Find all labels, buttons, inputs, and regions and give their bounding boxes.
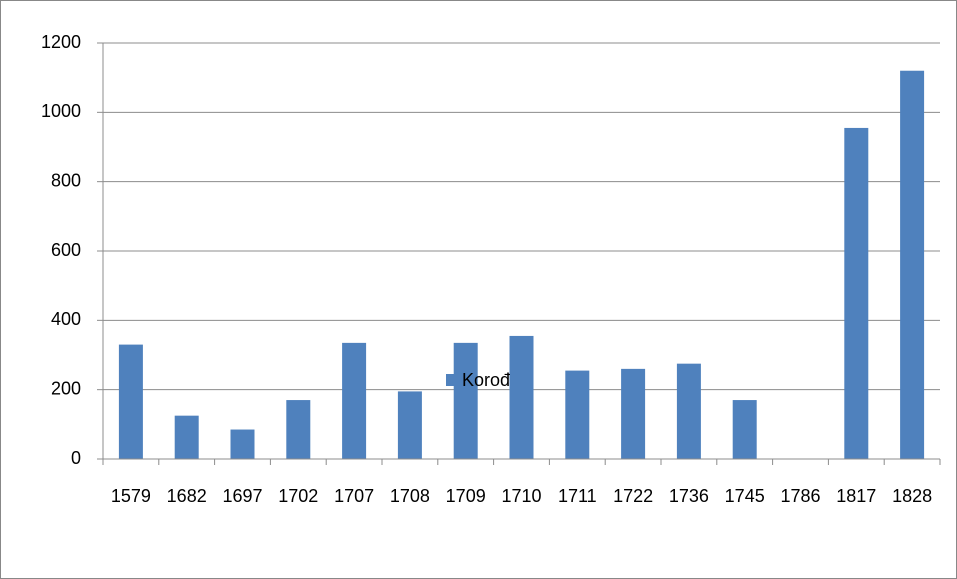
y-tick-label: 0	[71, 448, 81, 468]
y-tick-label: 1000	[41, 101, 81, 121]
x-tick-label: 1697	[222, 486, 262, 506]
bar	[118, 344, 143, 459]
bar	[509, 335, 534, 459]
bar	[230, 429, 255, 459]
bar	[342, 342, 367, 459]
x-tick-label: 1710	[501, 486, 541, 506]
x-tick-label: 1682	[167, 486, 207, 506]
x-tick-label: 1709	[446, 486, 486, 506]
y-tick-label: 1200	[41, 32, 81, 52]
x-tick-label: 1736	[669, 486, 709, 506]
bar	[676, 363, 701, 459]
x-tick-label: 1702	[278, 486, 318, 506]
y-tick-label: 800	[51, 170, 81, 190]
bar	[621, 368, 646, 459]
bar	[397, 391, 422, 459]
bar	[844, 127, 869, 459]
y-tick-label: 600	[51, 240, 81, 260]
y-tick-label: 200	[51, 378, 81, 398]
bar	[732, 400, 757, 459]
y-tick-label: 400	[51, 309, 81, 329]
x-tick-label: 1711	[558, 486, 597, 506]
x-tick-label: 1828	[892, 486, 932, 506]
legend-label: Korođ	[462, 370, 510, 390]
x-tick-label: 1707	[334, 486, 374, 506]
bar	[174, 415, 199, 459]
bar	[453, 342, 478, 459]
x-tick-label: 1745	[725, 486, 765, 506]
x-tick-label: 1579	[111, 486, 151, 506]
bar	[286, 400, 311, 459]
legend-swatch	[446, 374, 458, 386]
bar	[900, 70, 925, 459]
x-tick-label: 1786	[780, 486, 820, 506]
x-tick-label: 1708	[390, 486, 430, 506]
x-tick-label: 1817	[836, 486, 876, 506]
x-tick-label: 1722	[613, 486, 653, 506]
bar	[565, 370, 590, 459]
